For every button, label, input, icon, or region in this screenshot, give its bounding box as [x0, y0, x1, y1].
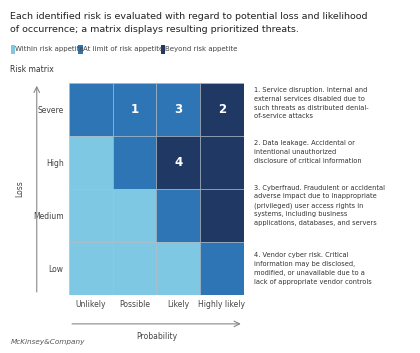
- Bar: [69, 242, 113, 295]
- Bar: [200, 242, 244, 295]
- Bar: [113, 136, 156, 189]
- Text: 1. Service disruption. Internal and
external services disabled due to
such threa: 1. Service disruption. Internal and exte…: [254, 87, 369, 119]
- Text: of occurrence; a matrix displays resulting prioritized threats.: of occurrence; a matrix displays resulti…: [10, 25, 299, 34]
- Text: 4. Vendor cyber risk. Critical
information may be disclosed,
modified, or unavai: 4. Vendor cyber risk. Critical informati…: [254, 252, 372, 285]
- Text: Probability: Probability: [136, 332, 177, 341]
- Text: Loss: Loss: [16, 180, 25, 197]
- Text: 4: 4: [174, 156, 182, 169]
- Text: 1: 1: [131, 103, 139, 116]
- Bar: [200, 83, 244, 136]
- Text: 2. Data leakage. Accidental or
intentional unauthorized
disclosure of critical i: 2. Data leakage. Accidental or intention…: [254, 140, 362, 164]
- Text: 2: 2: [218, 103, 226, 116]
- Bar: [156, 189, 200, 242]
- Bar: [69, 189, 113, 242]
- Bar: [69, 83, 113, 136]
- Bar: [200, 189, 244, 242]
- Text: 3: 3: [174, 103, 182, 116]
- Bar: [156, 242, 200, 295]
- Bar: [156, 83, 200, 136]
- Bar: [113, 242, 156, 295]
- Text: Beyond risk appetite: Beyond risk appetite: [165, 46, 238, 52]
- Text: McKinsey&Company: McKinsey&Company: [10, 339, 85, 345]
- Text: Risk matrix: Risk matrix: [10, 65, 54, 74]
- Bar: [113, 189, 156, 242]
- Text: Within risk appetite: Within risk appetite: [15, 46, 84, 52]
- Text: 3. Cyberfraud. Fraudulent or accidental
adverse impact due to inappropriate
(pri: 3. Cyberfraud. Fraudulent or accidental …: [254, 185, 385, 226]
- Bar: [113, 83, 156, 136]
- Bar: [200, 136, 244, 189]
- Bar: [156, 136, 200, 189]
- Bar: [69, 136, 113, 189]
- Text: At limit of risk appetite: At limit of risk appetite: [83, 46, 163, 52]
- Text: Each identified risk is evaluated with regard to potential loss and likelihood: Each identified risk is evaluated with r…: [10, 12, 368, 21]
